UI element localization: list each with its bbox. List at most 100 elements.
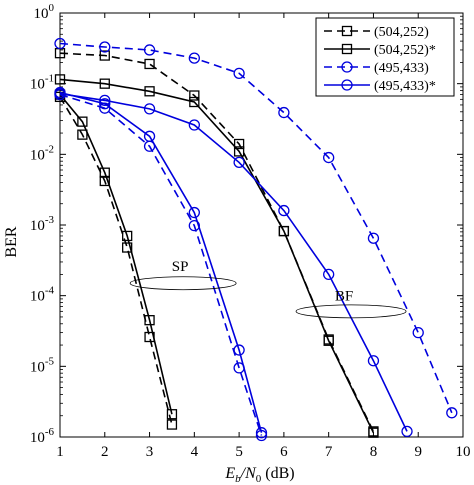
y-tick-label: 10-5 [30, 355, 55, 375]
annotation-ellipse [129, 276, 237, 291]
square-marker [99, 175, 110, 187]
circle-marker [233, 67, 245, 79]
series-line [59, 42, 453, 414]
square-marker [323, 335, 334, 346]
square-marker [189, 90, 200, 101]
annotation-label: BF [335, 288, 353, 304]
series-2 [54, 74, 379, 438]
circle-marker [188, 119, 200, 131]
series-line [59, 96, 173, 425]
y-tick-label: 10-6 [30, 426, 55, 446]
square-marker [278, 225, 290, 237]
circle-marker [341, 61, 353, 73]
y-tick-label: 10-3 [30, 214, 55, 234]
series-group [54, 37, 458, 442]
circle-marker [233, 344, 245, 356]
square-marker [77, 116, 88, 127]
square-marker [144, 315, 155, 326]
square-marker [341, 43, 353, 55]
legend-item: (504,252) [324, 25, 429, 40]
series-8 [54, 86, 268, 439]
legend-item: (495,433) [324, 61, 429, 76]
x-tick-label: 9 [414, 444, 422, 460]
circle-marker [99, 94, 111, 107]
x-tick-label: 3 [146, 444, 154, 460]
circle-marker [446, 407, 458, 419]
y-tick-label: 10-4 [30, 285, 55, 305]
x-tick-label: 8 [370, 444, 378, 460]
square-marker [341, 25, 353, 37]
y-tick-labels: 100 10-1 10-2 10-3 10-4 10-5 10-6 [30, 2, 55, 446]
square-marker [77, 129, 88, 140]
legend-item: (504,252)* [324, 43, 436, 58]
square-marker [233, 138, 245, 150]
series-3 [54, 37, 458, 419]
series-5 [54, 91, 178, 430]
circle-marker [401, 425, 413, 438]
x-tick-label: 10 [456, 444, 471, 460]
x-tick-label: 2 [101, 444, 109, 460]
circle-marker [233, 156, 245, 169]
square-marker [99, 50, 110, 61]
circle-marker [54, 37, 66, 50]
circle-marker [367, 355, 380, 367]
x-axis-label: Eb/N0 (dB) [224, 465, 294, 485]
circle-marker [278, 204, 290, 217]
x-tick-label: 1 [56, 444, 64, 460]
circle-marker [99, 41, 111, 53]
circle-marker [412, 326, 424, 339]
annotation-ellipse [295, 304, 407, 319]
series-line [59, 78, 375, 434]
circle-marker [367, 232, 380, 244]
legend-label: (504,252) [374, 25, 429, 40]
circle-marker [143, 103, 156, 115]
circle-marker [99, 98, 111, 110]
circle-marker [143, 44, 156, 56]
legend-item: (495,433)* [324, 79, 436, 94]
x-tick-label: 5 [235, 444, 243, 460]
series-1 [54, 48, 379, 437]
legend-label: (495,433) [374, 61, 429, 76]
square-marker [368, 427, 379, 438]
square-marker [54, 74, 66, 85]
circle-marker [278, 106, 290, 119]
circle-marker [54, 86, 66, 99]
square-marker [189, 96, 200, 108]
square-marker [144, 58, 155, 70]
circle-marker [188, 206, 200, 219]
circle-marker [323, 268, 335, 281]
circle-marker [143, 130, 156, 142]
series-line [59, 91, 263, 433]
series-line [59, 92, 408, 432]
circle-marker [188, 52, 200, 64]
x-tick-labels: 1 2 3 4 5 6 7 8 9 10 [56, 444, 470, 460]
legend-label: (495,433)* [374, 79, 436, 94]
y-tick-label: 10-2 [30, 143, 54, 163]
circle-marker [341, 79, 353, 91]
series-line [59, 94, 173, 415]
circle-marker [255, 427, 268, 439]
circle-marker [323, 151, 335, 164]
series-line [59, 52, 375, 432]
x-tick-label: 7 [325, 444, 333, 460]
square-marker [233, 146, 245, 157]
legend-label: (504,252)* [374, 43, 436, 58]
annotation-label: SP [172, 259, 189, 275]
square-marker [99, 167, 110, 178]
square-marker [166, 419, 178, 430]
y-tick-label: 100 [34, 2, 55, 22]
y-axis-label: BER [3, 226, 20, 257]
plot-frame-group [59, 12, 464, 438]
square-marker [144, 86, 155, 97]
x-tick-label: 4 [191, 444, 199, 460]
y-tick-label: 10-1 [30, 73, 54, 93]
square-marker [99, 78, 110, 89]
square-marker [122, 242, 133, 253]
annotation-group: SP BF [129, 259, 407, 319]
legend: (504,252) (504,252)* (495,433) (495,433)* [315, 17, 455, 97]
square-marker [166, 409, 178, 420]
square-marker [122, 230, 133, 242]
series-line [59, 93, 263, 436]
series-4 [54, 88, 413, 438]
